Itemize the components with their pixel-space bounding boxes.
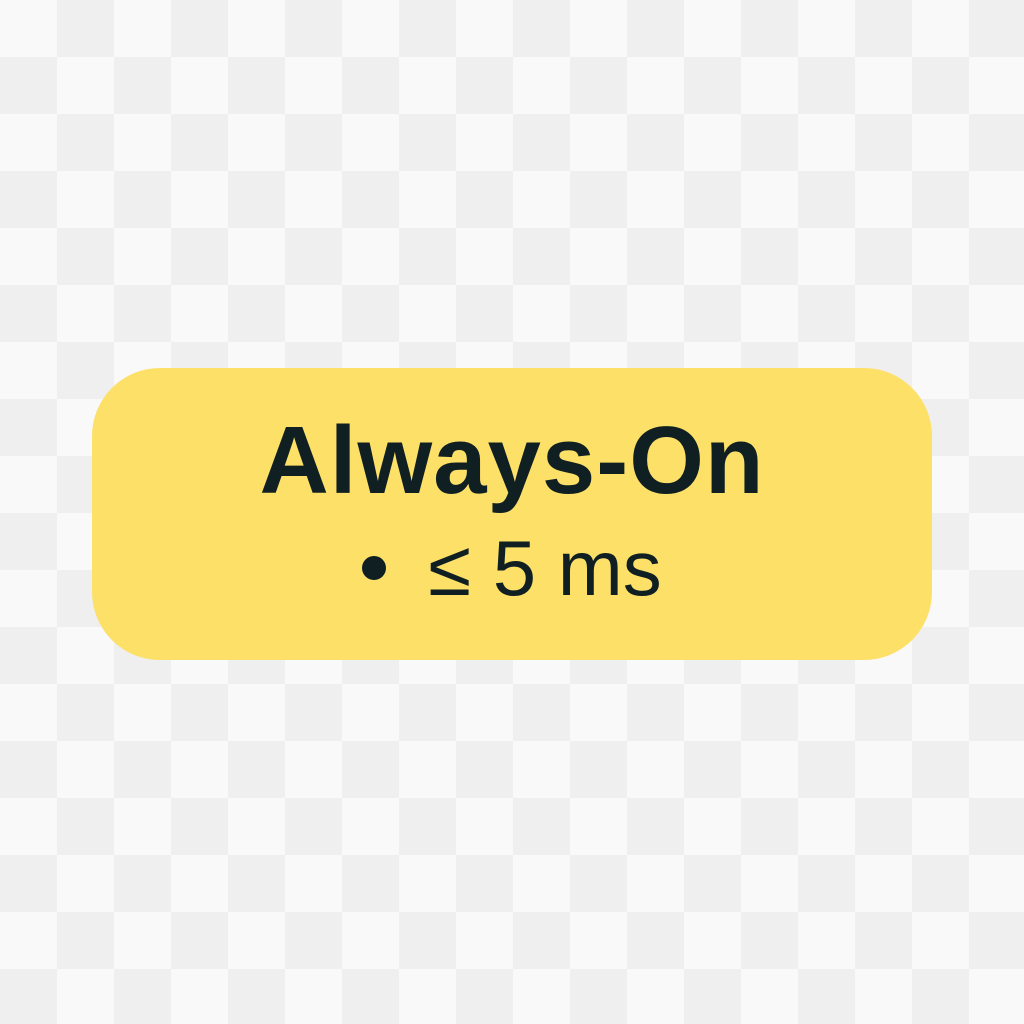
badge-subtitle: ≤ 5 ms — [428, 524, 662, 612]
badge-subtitle-row: ≤ 5 ms — [362, 529, 662, 607]
bullet-icon — [362, 556, 387, 580]
badge-title: Always-On — [259, 407, 765, 514]
status-badge: Always-On ≤ 5 ms — [92, 368, 932, 660]
